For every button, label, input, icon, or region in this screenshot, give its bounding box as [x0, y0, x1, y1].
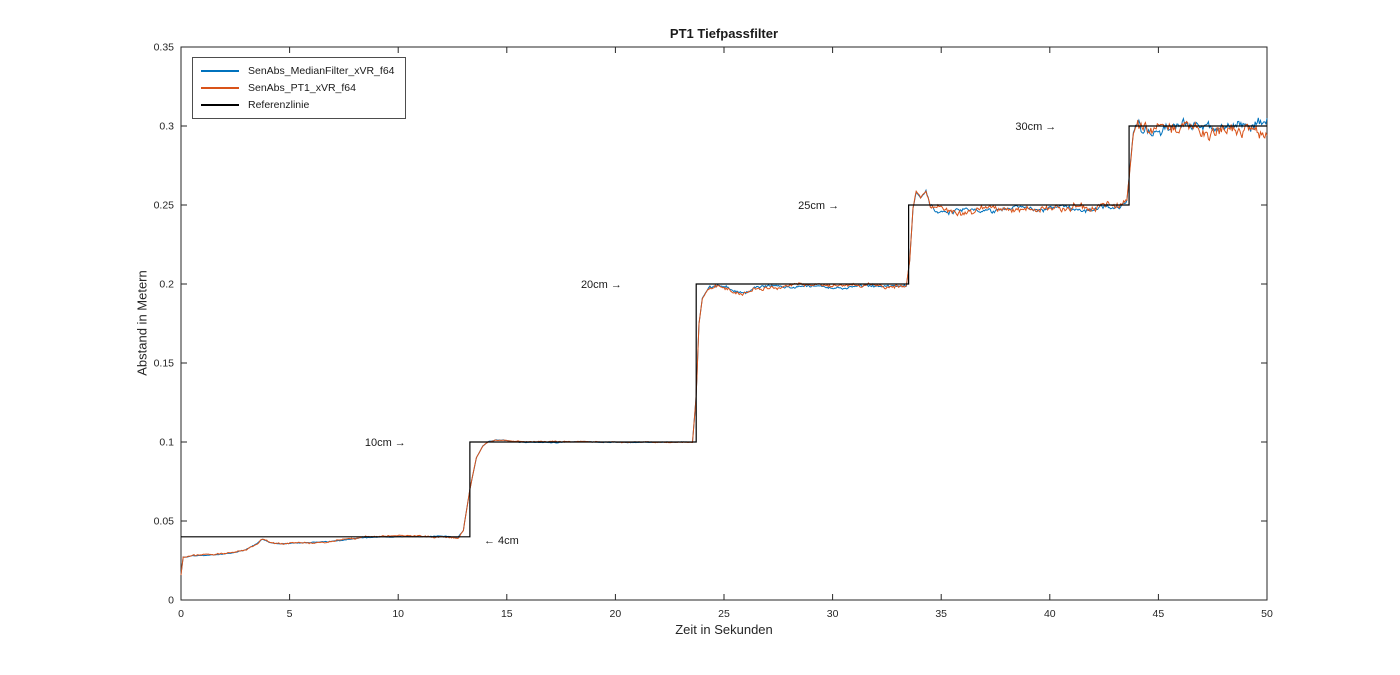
x-tick-label: 45 — [1153, 608, 1165, 620]
legend-item: SenAbs_MedianFilter_xVR_f64 — [201, 63, 395, 79]
legend-label: SenAbs_PT1_xVR_f64 — [248, 82, 356, 94]
x-tick-label: 10 — [392, 608, 404, 620]
annotation-label: 30cm → — [1015, 121, 1056, 133]
y-tick-label: 0.15 — [154, 358, 175, 370]
y-tick-label: 0.05 — [154, 516, 175, 528]
legend-item: SenAbs_PT1_xVR_f64 — [201, 80, 395, 96]
y-tick-label: 0.25 — [154, 200, 175, 212]
legend-item: Referenzlinie — [201, 97, 395, 113]
legend-line-sample — [201, 70, 239, 72]
annotation-label: 20cm → — [581, 279, 622, 291]
legend-label: SenAbs_MedianFilter_xVR_f64 — [248, 65, 395, 77]
y-axis-ticks: 0 0.05 0.1 0.15 0.2 0.25 0.3 0.35 — [154, 42, 1267, 607]
y-tick-label: 0.2 — [159, 279, 174, 291]
series-line-Referenzlinie — [181, 125, 1267, 538]
series-line-SenAbs_MedianFilter_xVR_f64 — [180, 116, 1268, 575]
x-tick-label: 15 — [501, 608, 513, 620]
y-tick-label: 0 — [168, 595, 174, 607]
x-tick-label: 35 — [935, 608, 947, 620]
x-tick-label: 50 — [1261, 608, 1273, 620]
series-line-SenAbs_PT1_xVR_f64 — [180, 119, 1268, 576]
x-tick-label: 0 — [178, 608, 184, 620]
chart-title: PT1 Tiefpassfilter — [669, 26, 779, 41]
x-axis-label: Zeit in Sekunden — [675, 622, 773, 637]
x-tick-label: 20 — [610, 608, 622, 620]
y-tick-label: 0.3 — [159, 121, 174, 133]
legend: SenAbs_MedianFilter_xVR_f64 SenAbs_PT1_xV… — [192, 57, 406, 119]
x-tick-label: 30 — [827, 608, 839, 620]
x-axis-ticks: 0 5 10 15 20 25 30 35 40 45 50 — [178, 47, 1273, 620]
y-tick-label: 0.35 — [154, 42, 175, 54]
annotation-label: ← 4cm — [484, 535, 519, 547]
x-tick-label: 40 — [1044, 608, 1056, 620]
annotation-label: 10cm → — [365, 437, 406, 449]
x-tick-label: 25 — [718, 608, 730, 620]
annotations: 10cm → ← 4cm 20cm → 25cm → 30cm → — [365, 121, 1056, 547]
legend-line-sample — [201, 87, 239, 89]
annotation-label: 25cm → — [798, 200, 839, 212]
plot-box — [180, 46, 1268, 601]
legend-line-sample — [201, 104, 239, 106]
legend-label: Referenzlinie — [248, 99, 310, 111]
y-tick-label: 0.1 — [159, 437, 174, 449]
x-tick-label: 5 — [287, 608, 293, 620]
